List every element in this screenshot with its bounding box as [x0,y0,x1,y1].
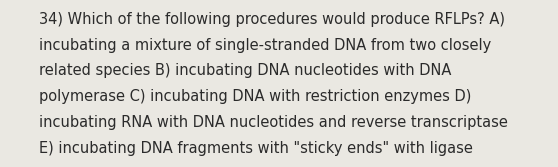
Text: related species B) incubating DNA nucleotides with DNA: related species B) incubating DNA nucleo… [39,63,451,78]
Text: incubating RNA with DNA nucleotides and reverse transcriptase: incubating RNA with DNA nucleotides and … [39,115,508,130]
Text: 34) Which of the following procedures would produce RFLPs? A): 34) Which of the following procedures wo… [39,12,505,27]
Text: E) incubating DNA fragments with "sticky ends" with ligase: E) incubating DNA fragments with "sticky… [39,141,473,156]
Text: polymerase C) incubating DNA with restriction enzymes D): polymerase C) incubating DNA with restri… [39,89,472,104]
Text: incubating a mixture of single-stranded DNA from two closely: incubating a mixture of single-stranded … [39,38,491,53]
